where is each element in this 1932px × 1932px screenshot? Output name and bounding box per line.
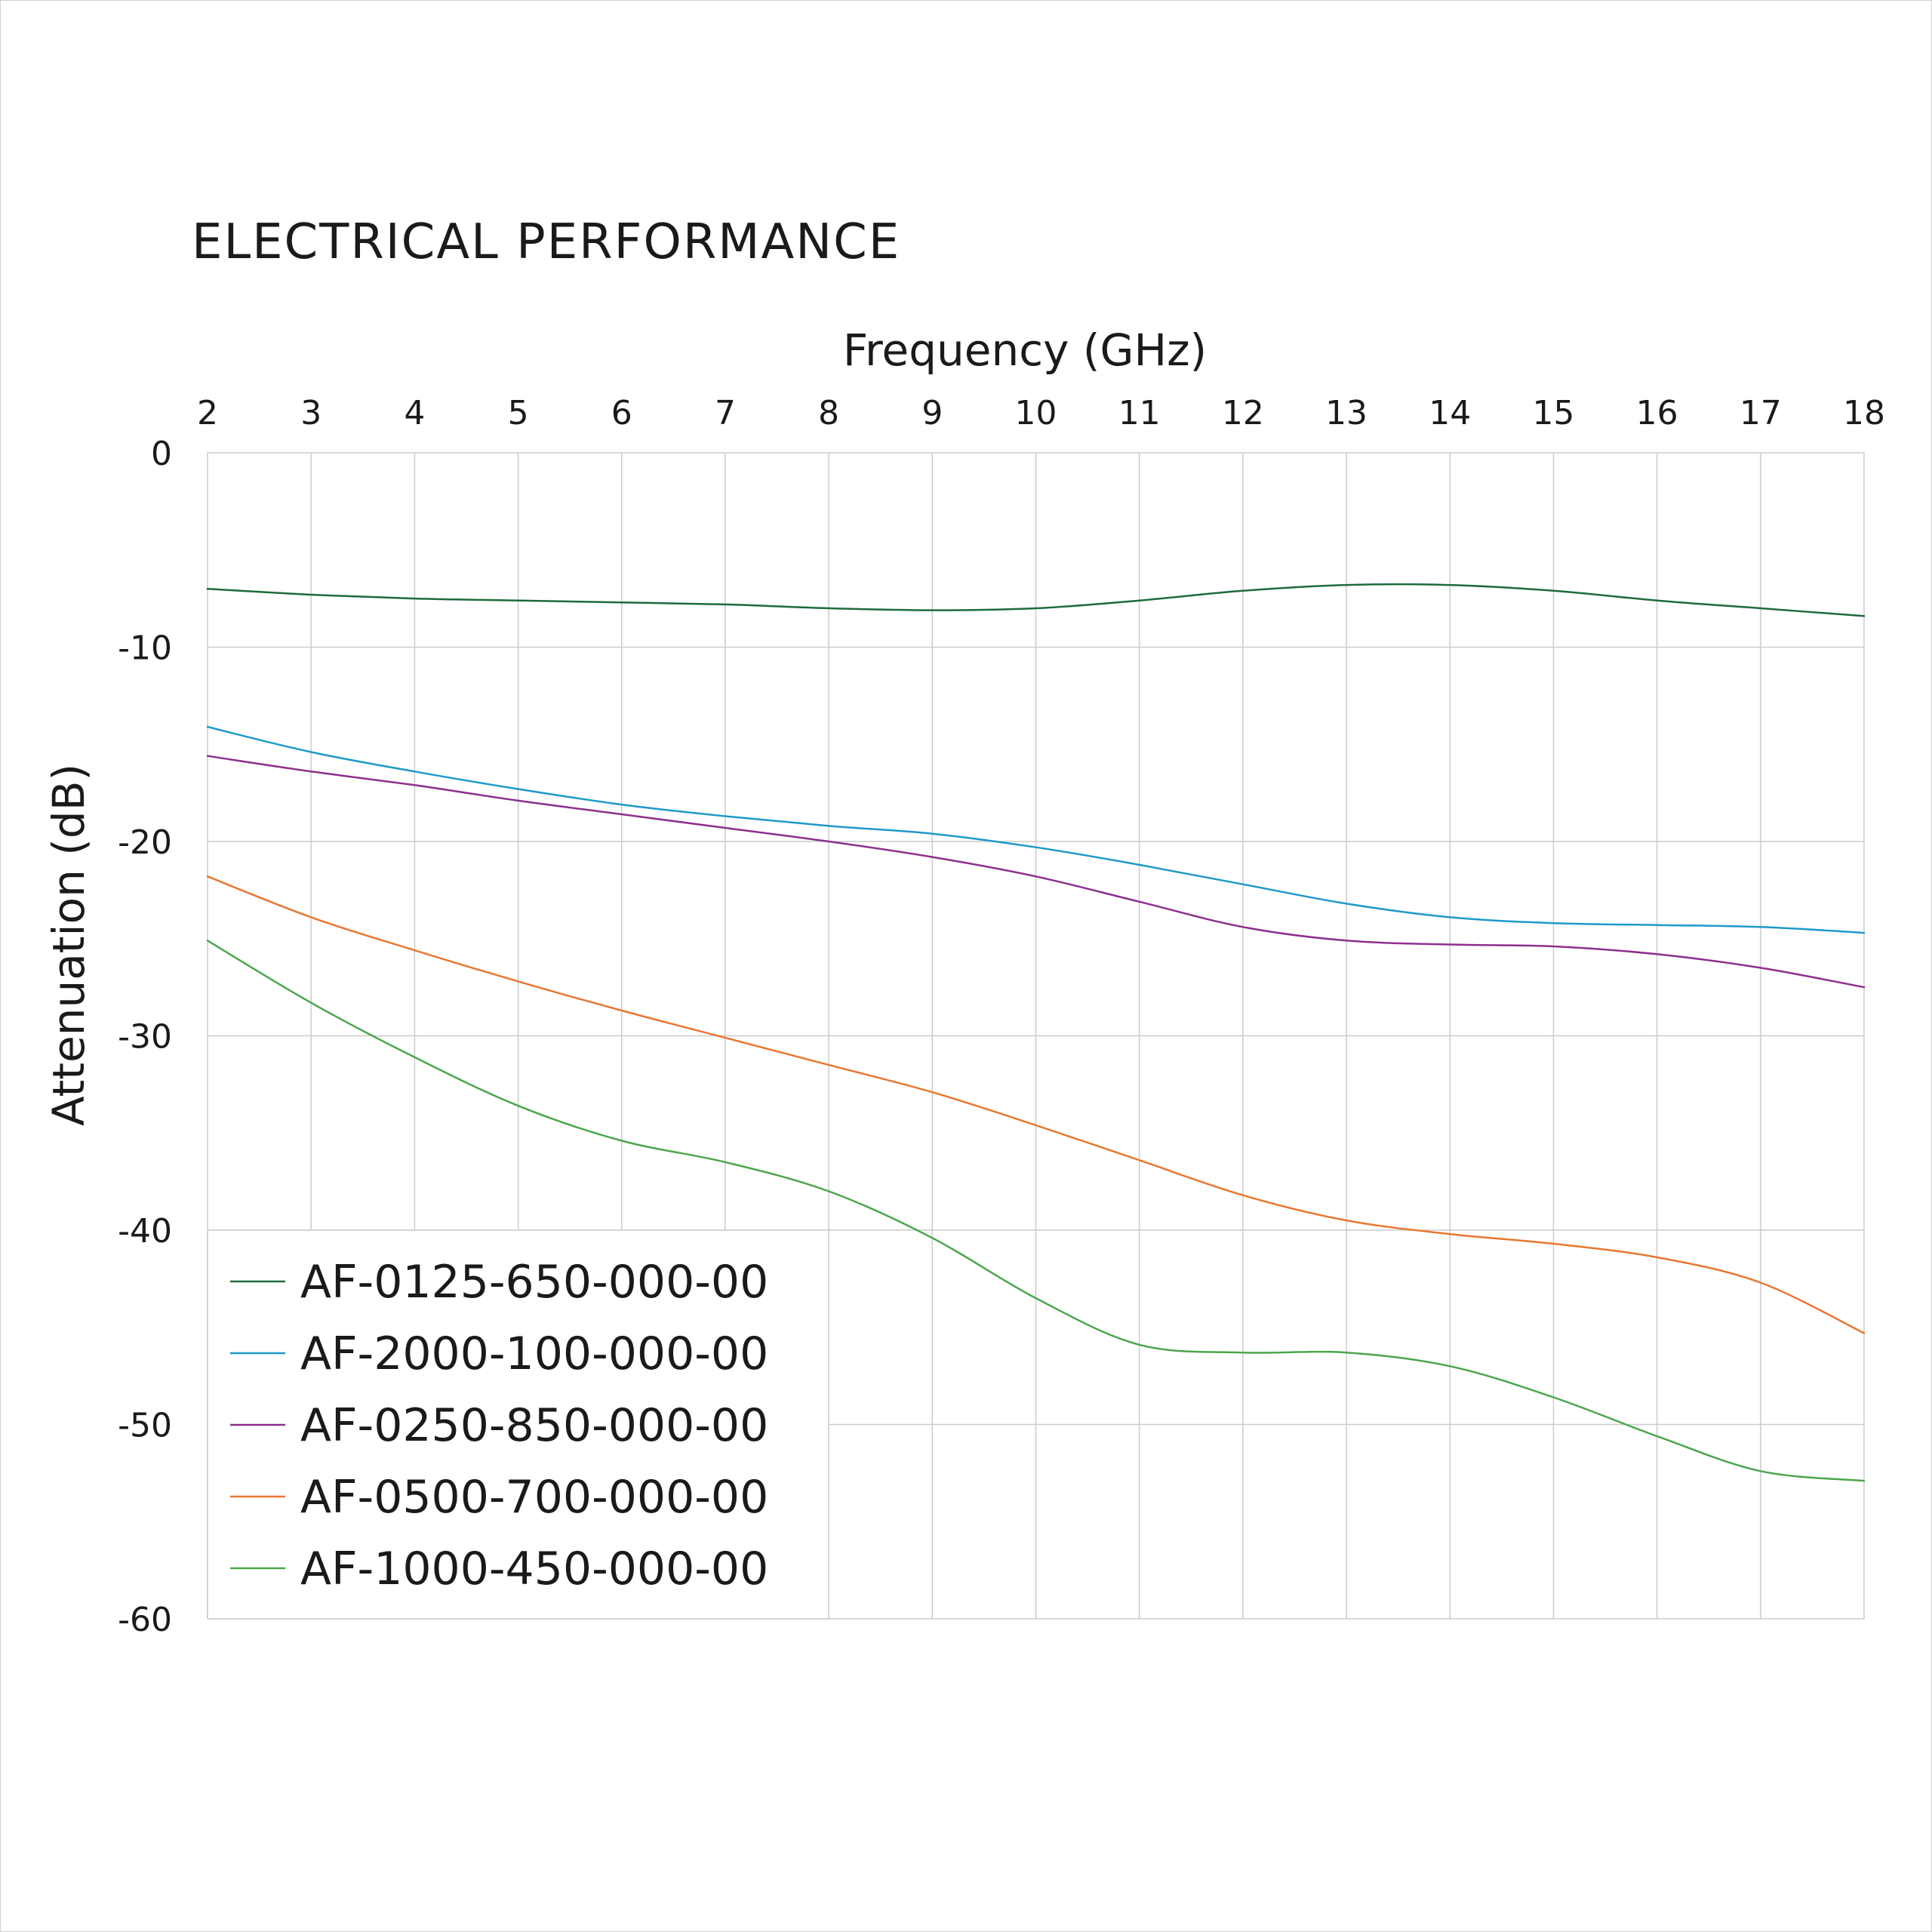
y-tick-label: 0 — [151, 435, 172, 473]
x-tick-label: 17 — [1740, 394, 1782, 432]
chart-title: ELECTRICAL PERFORMANCE — [192, 214, 900, 270]
legend-label: AF-0125-650-000-00 — [300, 1256, 768, 1309]
x-tick-label: 8 — [818, 394, 839, 432]
series-line-3 — [206, 755, 1866, 989]
y-tick-label: -50 — [118, 1407, 172, 1445]
x-tick-label: 2 — [197, 394, 218, 432]
legend-box — [208, 1230, 829, 1619]
y-tick-labels: 0 -10 -20 -30 -40 -50 -60 — [118, 435, 172, 1639]
x-tick-label: 7 — [715, 394, 736, 432]
y-tick-label: -10 — [118, 629, 172, 668]
legend: AF-0125-650-000-00 AF-2000-100-000-00 AF-0… — [207, 1229, 829, 1620]
series-line-2 — [206, 725, 1866, 934]
y-tick-label: -60 — [118, 1601, 172, 1639]
x-tick-label: 9 — [921, 394, 943, 432]
x-tick-label: 13 — [1325, 394, 1367, 432]
data-series — [206, 583, 1866, 1482]
legend-label: AF-1000-450-000-00 — [300, 1543, 768, 1595]
x-tick-label: 16 — [1636, 394, 1678, 432]
x-tick-label: 6 — [611, 394, 632, 432]
legend-label: AF-0250-850-000-00 — [300, 1399, 768, 1452]
x-tick-label: 3 — [300, 394, 321, 432]
x-tick-labels: 2 3 4 5 6 7 8 9 10 11 12 13 14 15 16 17 18 — [197, 394, 1885, 432]
legend-label: AF-2000-100-000-00 — [300, 1327, 768, 1380]
x-tick-label: 14 — [1429, 394, 1471, 432]
x-tick-label: 5 — [508, 394, 529, 432]
x-tick-label: 11 — [1118, 394, 1161, 432]
legend-label: AF-0500-700-000-00 — [300, 1471, 768, 1524]
x-tick-label: 15 — [1532, 394, 1574, 432]
y-tick-label: -40 — [118, 1212, 172, 1251]
x-tick-label: 10 — [1015, 394, 1057, 432]
y-tick-label: -20 — [118, 823, 172, 862]
series-line-4 — [206, 875, 1866, 1334]
y-tick-label: -30 — [118, 1018, 172, 1057]
x-tick-label: 12 — [1222, 394, 1264, 432]
series-line-5 — [206, 940, 1866, 1482]
x-tick-label: 18 — [1843, 394, 1885, 432]
series-line-1 — [206, 583, 1866, 617]
x-tick-label: 4 — [404, 394, 425, 432]
x-axis-title: Frequency (GHz) — [843, 325, 1207, 376]
y-axis-title: Attenuation (dB) — [43, 764, 94, 1126]
